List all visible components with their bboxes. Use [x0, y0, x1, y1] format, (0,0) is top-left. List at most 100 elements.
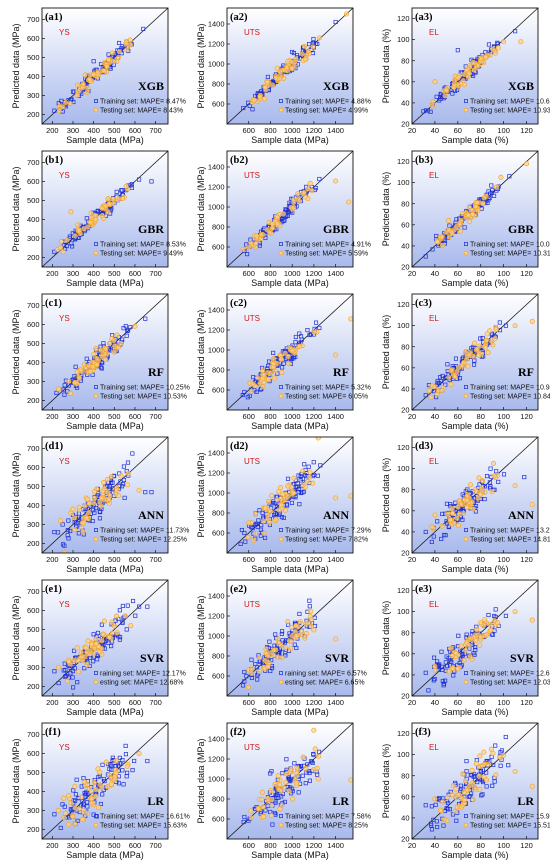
testing-point [478, 634, 484, 640]
training-point [298, 334, 304, 339]
testing-point [289, 348, 295, 354]
x-tick-label: 80 [477, 412, 485, 421]
x-tick-label: 1200 [306, 698, 323, 707]
testing-point [266, 660, 272, 666]
y-tick-label: 1200 [208, 326, 225, 335]
testing-point [278, 356, 284, 362]
training-point [468, 794, 473, 799]
property-label: EL [429, 314, 439, 323]
model-label: GBR [323, 222, 349, 236]
x-tick-label: 40 [431, 698, 439, 707]
testing-point [447, 517, 453, 523]
training-point [62, 674, 68, 679]
y-axis-label: Predicted data (%) [381, 315, 391, 390]
legend-testing-marker [463, 250, 469, 256]
y-tick-label: 200 [27, 110, 40, 119]
testing-point [257, 655, 263, 661]
y-axis-label: Predicted data (%) [381, 601, 391, 676]
training-point [137, 604, 142, 609]
y-tick-label: 80 [401, 199, 409, 208]
x-axis-label: Sample data (%) [441, 421, 508, 431]
testing-point [76, 375, 82, 381]
y-axis-label: Predicted data (MPa) [196, 309, 206, 394]
y-tick-label: 40 [401, 385, 409, 394]
testing-point [67, 390, 74, 396]
testing-point [464, 504, 470, 510]
testing-point [265, 798, 271, 804]
training-point [307, 778, 312, 783]
testing-point [492, 336, 498, 342]
training-point [93, 505, 98, 511]
testing-point [304, 631, 310, 637]
legend-testing-text: Testing set: MAPE= 10.31% [470, 251, 550, 258]
testing-point [124, 763, 130, 769]
legend-training-marker [464, 242, 468, 246]
legend-training-text: Training set: MAPE= 8.47% [100, 99, 186, 106]
training-point [97, 516, 102, 521]
testing-point [271, 361, 277, 367]
testing-point [512, 482, 518, 489]
panel-e1: 200 300 400 500 600 700 200 300 400 500 600 700 Samp… [11, 579, 186, 717]
points-group [240, 176, 352, 257]
testing-point [455, 504, 461, 510]
training-point [318, 463, 323, 468]
plot-frame [41, 293, 169, 411]
y-tick-label: 1000 [208, 203, 225, 212]
training-point [119, 761, 124, 766]
training-point [241, 105, 246, 111]
x-tick-label: 300 [67, 841, 80, 850]
testing-point [429, 103, 435, 109]
training-point [60, 802, 65, 807]
testing-point [257, 93, 263, 99]
x-tick-label: 1000 [284, 126, 301, 135]
y-tick-label: 400 [27, 501, 40, 510]
training-point [292, 761, 297, 766]
testing-point [110, 58, 116, 64]
training-point [311, 460, 316, 465]
testing-point [445, 794, 451, 800]
x-tick-label: 600 [129, 126, 142, 135]
testing-point [466, 352, 472, 358]
training-point [62, 661, 67, 666]
testing-point [95, 804, 102, 811]
training-point [434, 819, 439, 824]
testing-point [105, 489, 111, 495]
property-label: YS [59, 28, 70, 37]
training-point [70, 244, 75, 249]
x-tick-label: 200 [46, 126, 59, 135]
testing-point [291, 197, 297, 203]
y-tick-label: 60 [401, 792, 409, 801]
training-point [507, 174, 512, 179]
testing-point [463, 349, 469, 355]
legend-testing-text: Testing set: MAPE= 15.63% [100, 823, 187, 830]
testing-point [106, 634, 113, 640]
panel-label: (f2) [230, 727, 246, 738]
plot-frame [226, 293, 354, 411]
training-point [243, 539, 248, 544]
points-group [238, 437, 353, 546]
legend-training-text: Training set: MAPE= 16.61% [100, 814, 190, 821]
training-point [120, 188, 125, 193]
model-label: XGB [138, 79, 164, 93]
panel-label: (e1) [45, 584, 62, 595]
x-tick-label: 1400 [327, 555, 344, 564]
x-tick-label: 700 [149, 555, 162, 564]
legend-testing-text: esting set: MAPE= 12.68% [100, 680, 183, 687]
training-point [95, 630, 100, 635]
y-tick-label: 400 [27, 787, 40, 796]
x-tick-label: 60 [454, 412, 462, 421]
panel-c2: 600 800 1000 1200 1400600800100012001400Samp… [196, 293, 371, 431]
testing-point [293, 622, 299, 629]
y-tick-label: 1200 [208, 40, 225, 49]
training-point [257, 243, 262, 248]
testing-point [267, 508, 273, 514]
y-tick-label: 500 [27, 196, 40, 205]
testing-point [114, 487, 120, 493]
training-point [438, 91, 443, 96]
testing-point [278, 643, 284, 649]
y-tick-label: 500 [27, 482, 40, 491]
x-tick-label: 600 [129, 412, 142, 421]
y-tick-label: 1200 [208, 183, 225, 192]
testing-point [254, 375, 261, 381]
